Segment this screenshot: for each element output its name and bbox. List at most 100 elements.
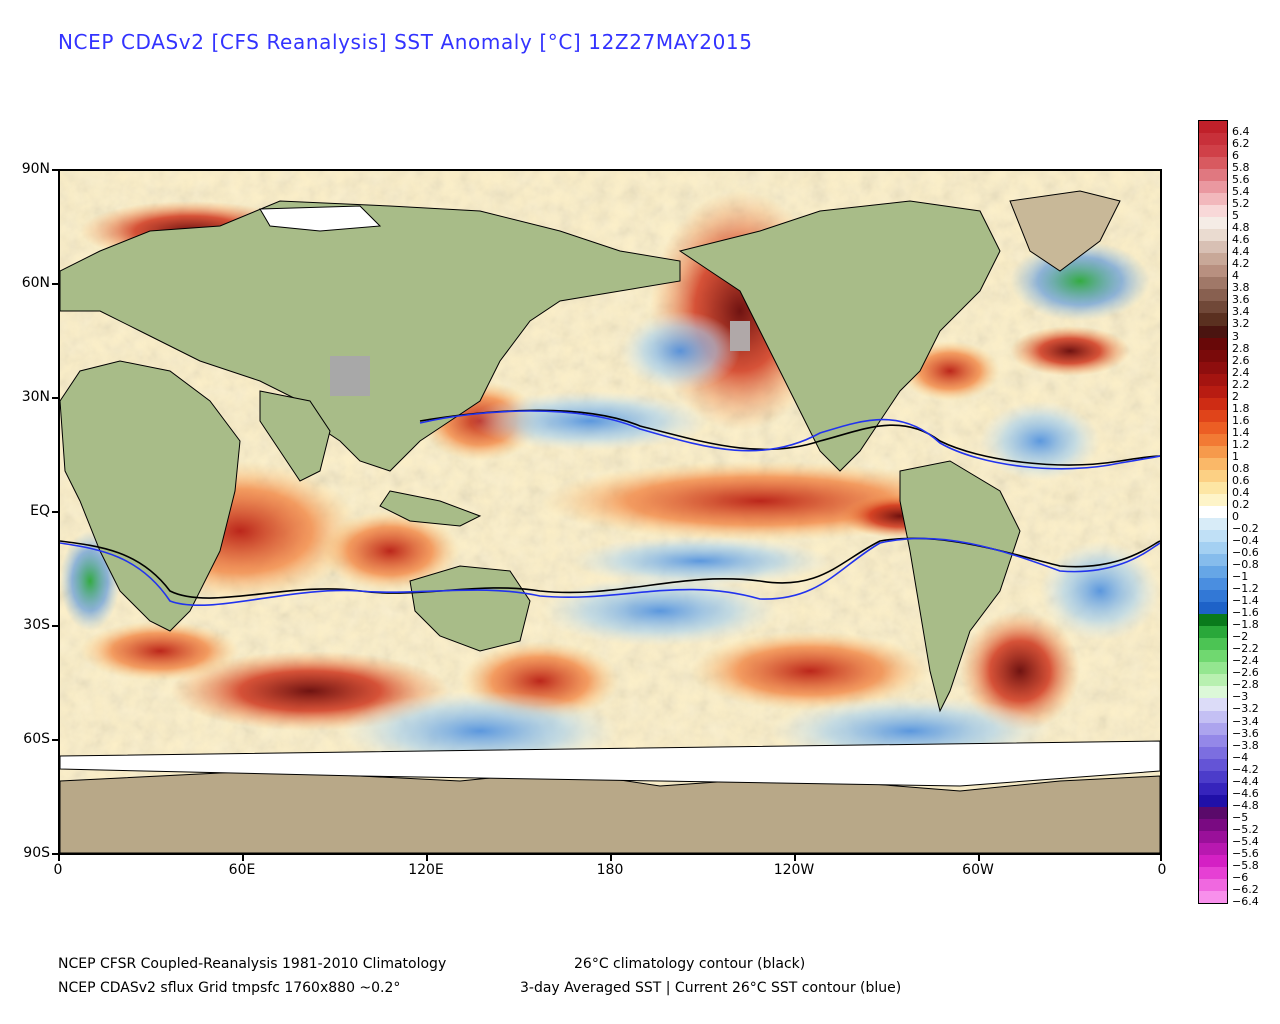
x-tick-label: 180 — [596, 862, 624, 878]
legend-swatch — [1199, 806, 1227, 820]
climatology-26c-north — [419, 409, 1160, 466]
alaska-gulf-patch — [730, 321, 750, 351]
legend-swatch — [1199, 121, 1227, 134]
footer-grid: NCEP CDASv2 sflux Grid tmpsfc 1760x880 ~… — [58, 980, 401, 996]
x-tick-label: 60W — [962, 862, 994, 878]
y-tick — [52, 169, 58, 171]
legend-swatch — [1199, 614, 1227, 627]
legend-label: 1.4 — [1232, 425, 1250, 439]
legend-swatch — [1199, 169, 1227, 182]
legend-swatch — [1199, 349, 1227, 363]
legend-label: −4.2 — [1232, 762, 1259, 776]
y-tick-label: 60S — [23, 731, 50, 747]
legend-swatch — [1199, 253, 1227, 266]
legend-swatch — [1199, 217, 1227, 230]
legend-label: −4.6 — [1232, 786, 1259, 800]
x-tick — [610, 855, 612, 861]
legend-label: −5.2 — [1232, 822, 1259, 836]
x-tick — [426, 855, 428, 861]
legend-swatch — [1199, 397, 1227, 411]
legend-label: 6.2 — [1232, 137, 1250, 151]
x-tick-label: 0 — [1157, 862, 1167, 878]
legend-label: −5.4 — [1232, 834, 1259, 848]
legend-label: 1.8 — [1232, 401, 1250, 415]
legend-swatch — [1199, 710, 1227, 724]
legend-swatch — [1199, 373, 1227, 387]
legend-label: −4.8 — [1232, 798, 1259, 812]
legend-label: −3.4 — [1232, 714, 1259, 728]
map-title: NCEP CDASv2 [CFS Reanalysis] SST Anomaly… — [58, 30, 753, 54]
legend-label: −6.4 — [1232, 894, 1259, 908]
y-tick — [52, 397, 58, 399]
legend-swatch — [1199, 301, 1227, 314]
footer-current-contour: 3-day Averaged SST | Current 26°C SST co… — [520, 980, 902, 996]
legend-label: −2 — [1232, 630, 1249, 644]
y-tick-label: 30S — [23, 617, 50, 633]
legend-label: 2.4 — [1232, 365, 1250, 379]
legend-swatch — [1199, 530, 1227, 543]
legend-label: −1 — [1232, 570, 1249, 584]
legend-swatch — [1199, 205, 1227, 218]
legend-label: 4.2 — [1232, 257, 1250, 271]
legend-swatch — [1199, 638, 1227, 651]
legend-swatch — [1199, 518, 1227, 531]
legend-label: 1 — [1232, 449, 1239, 463]
legend-swatch — [1199, 878, 1227, 892]
legend-swatch — [1199, 746, 1227, 760]
legend-label: 0.6 — [1232, 473, 1250, 487]
legend-label: 5.6 — [1232, 173, 1250, 187]
legend-label: 5.4 — [1232, 185, 1250, 199]
x-tick — [58, 855, 60, 861]
y-tick-label: 60N — [21, 275, 50, 291]
legend-label: 3.6 — [1232, 293, 1250, 307]
color-scale-bar — [1198, 120, 1228, 904]
legend-label: −2.2 — [1232, 642, 1259, 656]
legend-label: −1.4 — [1232, 594, 1259, 608]
legend-swatch — [1199, 481, 1227, 495]
legend-label: 0.8 — [1232, 461, 1250, 475]
legend-label: 2.8 — [1232, 341, 1250, 355]
legend-swatch — [1199, 409, 1227, 423]
legend-label: 0.2 — [1232, 497, 1250, 511]
legend-swatch — [1199, 758, 1227, 772]
legend-label: 2.2 — [1232, 377, 1250, 391]
legend-swatch — [1199, 674, 1227, 687]
legend-label: 4.6 — [1232, 233, 1250, 247]
legend-swatch — [1199, 590, 1227, 603]
map-canvas — [60, 171, 1160, 853]
legend-label: −4.4 — [1232, 774, 1259, 788]
legend-swatch — [1199, 782, 1227, 796]
x-tick — [1160, 855, 1162, 861]
legend-swatch — [1199, 686, 1227, 699]
legend-swatch — [1199, 794, 1227, 808]
legend-label: 5 — [1232, 209, 1239, 223]
legend-swatch — [1199, 277, 1227, 290]
x-tick — [242, 855, 244, 861]
legend-label: −1.2 — [1232, 582, 1259, 596]
y-tick — [52, 739, 58, 741]
legend-swatch — [1199, 421, 1227, 435]
legend-label: 6.4 — [1232, 125, 1250, 138]
legend-label: 6 — [1232, 149, 1239, 163]
legend-swatch — [1199, 578, 1227, 591]
y-tick — [52, 511, 58, 513]
legend-swatch — [1199, 505, 1227, 519]
legend-label: −4 — [1232, 750, 1249, 764]
legend-swatch — [1199, 542, 1227, 555]
eurasia — [60, 200, 681, 472]
footer-climatology: NCEP CFSR Coupled-Reanalysis 1981-2010 C… — [58, 956, 447, 972]
legend-swatch — [1199, 493, 1227, 507]
legend-label: −3.8 — [1232, 738, 1259, 752]
legend-label: −1.6 — [1232, 606, 1259, 620]
africa — [60, 360, 241, 632]
legend-swatch — [1199, 890, 1227, 904]
legend-label: −2.4 — [1232, 654, 1259, 668]
legend-swatch — [1199, 265, 1227, 278]
legend-swatch — [1199, 866, 1227, 880]
legend-swatch — [1199, 734, 1227, 748]
legend-label: 5.8 — [1232, 161, 1250, 175]
legend-label: 1.6 — [1232, 413, 1250, 427]
legend-swatch — [1199, 662, 1227, 675]
legend-label: 4.4 — [1232, 245, 1250, 259]
x-tick-label: 120E — [408, 862, 444, 878]
